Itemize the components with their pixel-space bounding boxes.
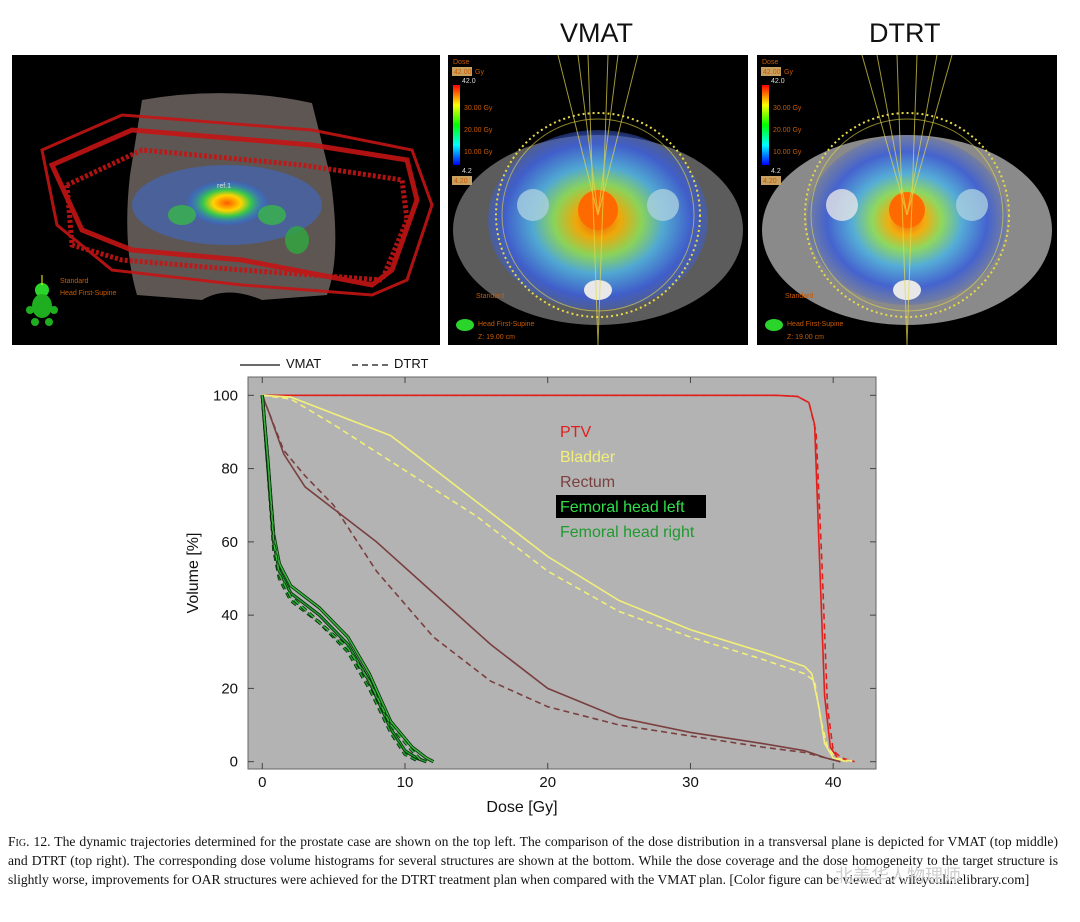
dtrt-orientation-standard: Standard bbox=[785, 293, 814, 300]
legend-highlight-box bbox=[556, 495, 706, 518]
y-tick-label: 40 bbox=[221, 607, 238, 624]
vmat-scale-tick-20: 20.00 Gy bbox=[464, 127, 493, 134]
dtrt-scale-low-box: 4.20 bbox=[763, 178, 777, 185]
dtrt-dose-max: 42.00 bbox=[763, 69, 781, 76]
y-tick-label: 20 bbox=[221, 680, 238, 697]
y-axis-label: Volume [%] bbox=[185, 533, 202, 614]
x-tick-label: 10 bbox=[397, 774, 414, 791]
dtrt-scale-low: 4.2 bbox=[771, 168, 781, 175]
dtrt-scale-tick-20: 20.00 Gy bbox=[773, 127, 802, 134]
orientation-figure bbox=[26, 275, 58, 326]
dvh-chart-svg: 0 10 20 30 40 0 20 40 60 80 100 Dose [Gy] Volume [%]… bbox=[185, 376, 877, 816]
vmat-orientation-standard: Standard bbox=[476, 293, 505, 300]
dtrt-scale-tick-10: 10.00 Gy bbox=[773, 149, 802, 156]
trajectory-3d-render: ref.1 Standard Head First-Supine bbox=[26, 93, 434, 326]
legend-rectum: Rectum bbox=[560, 474, 615, 491]
orientation-head-first: Head First-Supine bbox=[60, 290, 117, 297]
vmat-title: VMAT bbox=[560, 18, 633, 48]
series-line-femoral-head-right-solid bbox=[261, 395, 434, 763]
legend-femoral-head-left: Femoral head left bbox=[560, 499, 685, 516]
orientation-standard: Standard bbox=[60, 278, 89, 285]
y-tick-label: 100 bbox=[213, 387, 238, 404]
vmat-dose-label: Dose bbox=[453, 59, 469, 66]
x-tick-label: 0 bbox=[258, 774, 266, 791]
dtrt-dose-render: Dose 42.00 Gy 42.0 30.00 Gy 20.00 Gy 10.… bbox=[761, 55, 1052, 345]
vmat-z-readout: Z: 19.00 cm bbox=[478, 334, 515, 341]
y-tick-label: 0 bbox=[230, 754, 238, 771]
trajectory-3d-panel: ref.1 Standard Head First-Supine bbox=[12, 55, 440, 345]
target-label: ref.1 bbox=[217, 183, 231, 190]
trajectory-arcs bbox=[40, 113, 434, 297]
dtrt-dose-label: Dose bbox=[762, 59, 778, 66]
dtrt-z-readout: Z: 19.00 cm bbox=[787, 334, 824, 341]
caption-text: The dynamic trajectories determined for … bbox=[8, 834, 1058, 887]
vmat-scale-low: 4.2 bbox=[462, 168, 472, 175]
legend-vmat: VMAT bbox=[286, 356, 322, 371]
legend-femoral-head-right: Femoral head right bbox=[560, 524, 695, 541]
y-tick-label: 80 bbox=[221, 461, 238, 478]
series-line-rectum-solid bbox=[261, 395, 841, 763]
legend-dtrt: DTRT bbox=[394, 356, 429, 371]
dtrt-title: DTRT bbox=[869, 18, 941, 48]
vmat-dose-render: Dose 42.00 Gy 42.0 30.00 Gy 20.00 Gy 10.… bbox=[452, 55, 743, 345]
legend-bladder: Bladder bbox=[560, 449, 616, 466]
x-tick-label: 40 bbox=[825, 774, 842, 791]
series-line-bladder-solid bbox=[262, 394, 848, 763]
dtrt-dose-panel: Dose 42.00 Gy 42.0 30.00 Gy 20.00 Gy 10.… bbox=[757, 55, 1057, 345]
y-tick-label: 60 bbox=[221, 534, 238, 551]
vmat-scale-low-box: 4.20 bbox=[454, 178, 468, 185]
dvh-chart: 0 10 20 30 40 0 20 40 60 80 100 Dose [Gy] Volume [%]… bbox=[180, 370, 880, 820]
vmat-dose-unit: Gy bbox=[475, 69, 484, 76]
vmat-dose-panel: Dose 42.00 Gy 42.0 30.00 Gy 20.00 Gy 10.… bbox=[448, 55, 748, 345]
series-line-rectum-dashed bbox=[261, 395, 841, 763]
vmat-scale-tick-10: 10.00 Gy bbox=[464, 149, 493, 156]
x-axis-label: Dose [Gy] bbox=[486, 799, 557, 816]
legend-ptv: PTV bbox=[560, 424, 591, 441]
x-tick-label: 20 bbox=[539, 774, 556, 791]
series-line-bladder-dashed bbox=[262, 394, 855, 763]
dtrt-scale-tick-30: 30.00 Gy bbox=[773, 105, 802, 112]
dtrt-orientation-head-first: Head First-Supine bbox=[787, 321, 844, 328]
x-tick-label: 30 bbox=[682, 774, 699, 791]
figure-caption: Fig. 12. The dynamic trajectories determ… bbox=[8, 832, 1058, 889]
plot-area bbox=[247, 376, 877, 770]
dtrt-scale-top: 42.0 bbox=[771, 78, 785, 85]
series-line-ptv-dashed bbox=[262, 394, 855, 763]
caption-fig-label: Fig. 12. bbox=[8, 834, 51, 849]
vmat-dose-max: 42.00 bbox=[454, 69, 472, 76]
watermark: 北美华人物理师 bbox=[835, 866, 961, 887]
dtrt-dose-unit: Gy bbox=[784, 69, 793, 76]
vmat-orientation-head-first: Head First-Supine bbox=[478, 321, 535, 328]
vmat-scale-tick-30: 30.00 Gy bbox=[464, 105, 493, 112]
vmat-scale-top: 42.0 bbox=[462, 78, 476, 85]
series-line-femoral-head-right-dashed bbox=[261, 395, 423, 763]
